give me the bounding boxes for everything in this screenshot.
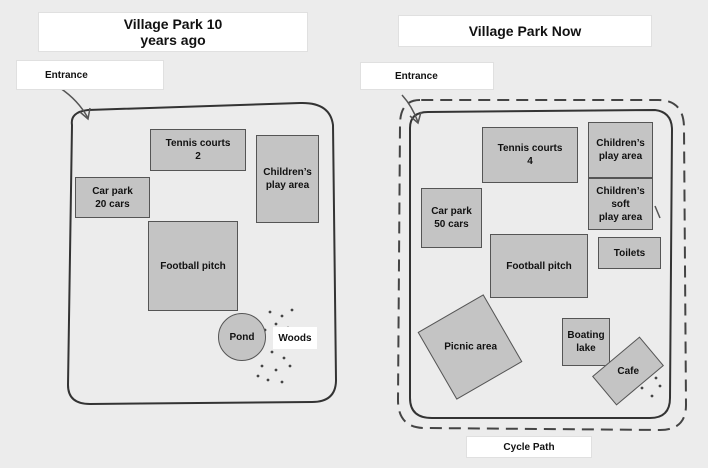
old-entrance-label: Entrance bbox=[16, 60, 164, 90]
new-entrance-arrow bbox=[401, 94, 419, 123]
new-boating-lake: Boating lake bbox=[562, 318, 610, 366]
new-entrance-arrowhead bbox=[409, 111, 422, 125]
old-entrance-arrowhead bbox=[79, 107, 91, 121]
old-park-boundary bbox=[66, 101, 338, 406]
cycle-path-outer bbox=[396, 99, 688, 432]
old-pond: Pond bbox=[218, 313, 266, 361]
soft-play-mark bbox=[654, 205, 661, 219]
old-tennis-courts: Tennis courts 2 bbox=[150, 129, 246, 171]
old-car-park: Car park 20 cars bbox=[75, 177, 150, 218]
old-childrens-play-area: Children’s play area bbox=[256, 135, 319, 223]
new-childrens-play-area: Children’s play area bbox=[588, 122, 653, 178]
old-woods-label: Woods bbox=[273, 327, 317, 349]
old-football-pitch: Football pitch bbox=[148, 221, 238, 311]
new-car-park: Car park 50 cars bbox=[421, 188, 482, 248]
new-entrance-label: Entrance bbox=[360, 62, 494, 90]
old-entrance-arrow bbox=[59, 87, 89, 119]
cycle-path-label: Cycle Path bbox=[466, 436, 592, 458]
new-tennis-courts: Tennis courts 4 bbox=[482, 127, 578, 183]
new-toilets: Toilets bbox=[598, 237, 661, 269]
new-football-pitch: Football pitch bbox=[490, 234, 588, 298]
new-childrens-soft-play-area: Children’s soft play area bbox=[588, 178, 653, 230]
new-map-title: Village Park Now bbox=[398, 15, 652, 47]
old-map-title: Village Park 10 years ago bbox=[38, 12, 308, 52]
